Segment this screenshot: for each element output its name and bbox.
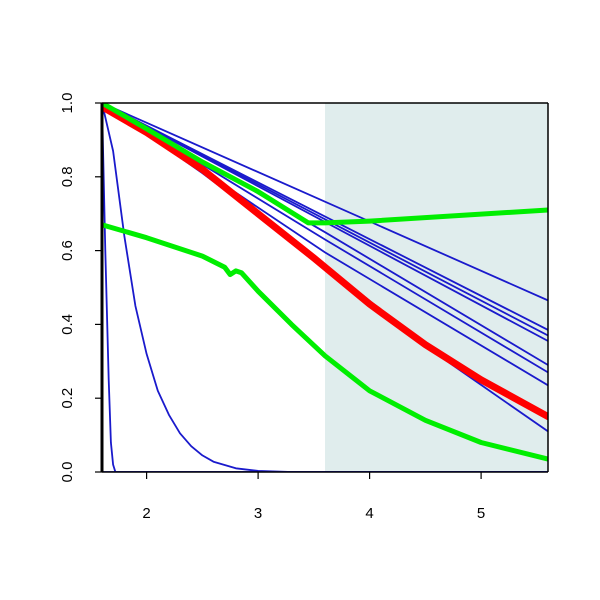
x-tick-label: 2	[142, 505, 150, 522]
y-tick-label: 0.0	[59, 462, 76, 483]
y-tick-label: 0.2	[59, 388, 76, 409]
x-tick-label: 4	[365, 505, 373, 522]
x-tick-label: 5	[477, 505, 485, 522]
series-line-13	[102, 103, 548, 226]
y-tick-label: 0.6	[59, 240, 76, 261]
y-tick-label: 0.8	[59, 166, 76, 187]
series-line-10	[102, 103, 548, 472]
y-axis: 0.0 0.2 0.4 0.6 0.8 1.0	[59, 93, 102, 483]
x-axis: 2 3 4 5	[142, 472, 485, 522]
series-line-1	[102, 103, 548, 302]
series-line-12	[102, 103, 548, 421]
x-tick-label: 3	[254, 505, 262, 522]
shaded-region	[325, 103, 548, 472]
y-tick-label: 1.0	[59, 93, 76, 114]
y-tick-label: 0.4	[59, 314, 76, 335]
series-layer	[102, 103, 548, 472]
series-line-14	[102, 222, 548, 462]
series-line-9	[102, 103, 548, 472]
